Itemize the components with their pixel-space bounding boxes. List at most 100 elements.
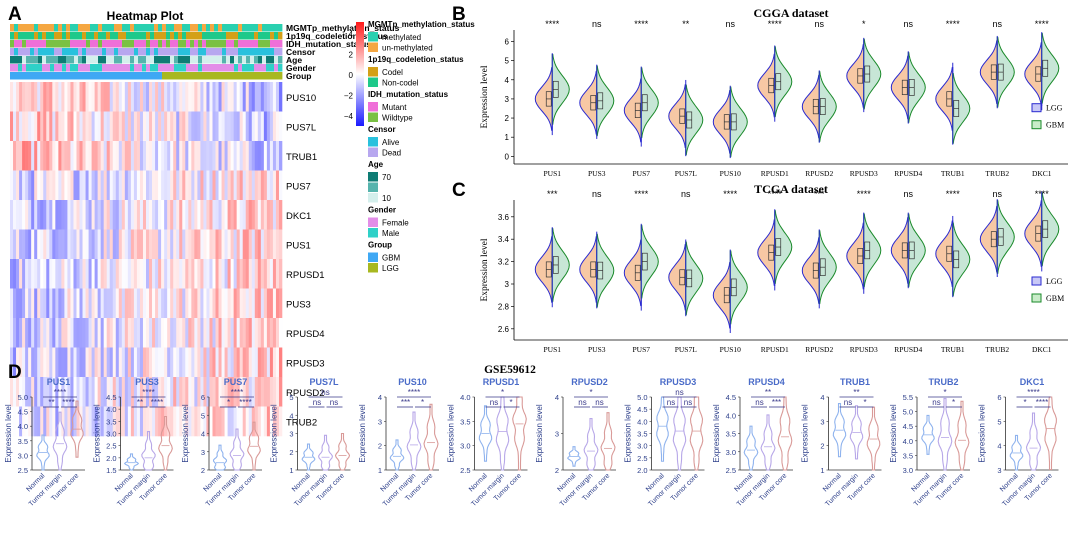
heatmap-cell xyxy=(43,170,47,201)
violin-half xyxy=(818,71,837,142)
heatmap-cell xyxy=(233,318,237,348)
heatmap-cell xyxy=(67,170,71,201)
heatmap-cell xyxy=(176,170,180,201)
annotation-cell xyxy=(70,32,75,40)
violin-half xyxy=(774,210,793,284)
annotation-cell xyxy=(182,64,187,72)
heatmap-cell xyxy=(248,111,253,142)
annotation-cell xyxy=(38,48,43,56)
heatmap-cell xyxy=(278,259,283,289)
heatmap-cell xyxy=(28,259,32,289)
heatmap-cell xyxy=(79,229,83,260)
annotation-cell xyxy=(234,24,239,32)
heatmap-cell xyxy=(269,377,274,407)
heatmap-cell xyxy=(43,406,47,437)
heatmap-cell xyxy=(28,288,32,319)
violin-pair-TRUB2 xyxy=(979,199,1015,277)
heatmap-cell xyxy=(155,406,159,437)
annotation-cell xyxy=(78,48,83,56)
heatmap-cell xyxy=(112,170,117,201)
annotation-cell xyxy=(110,40,115,48)
heatmap-cell xyxy=(173,200,177,230)
heatmap-cell xyxy=(275,141,280,171)
heatmap-cell xyxy=(200,170,204,201)
heatmap-cell xyxy=(64,170,68,201)
annotation-cell xyxy=(134,64,139,72)
heatmap-cell xyxy=(263,377,268,407)
heatmap-cell xyxy=(260,141,265,171)
x-tick-label: RPUSD3 xyxy=(850,169,878,178)
heatmap-cell xyxy=(85,288,89,319)
annotation-cell xyxy=(146,40,151,48)
heatmap-cell xyxy=(127,288,132,319)
y-tick-label: 4 xyxy=(820,393,824,402)
heatmap-cell xyxy=(254,170,259,201)
heatmap-cell xyxy=(115,111,120,142)
heatmap-cell xyxy=(16,347,20,378)
heatmap-cell xyxy=(85,200,89,230)
heatmap-cell xyxy=(149,141,153,171)
annotation-cell xyxy=(186,24,191,32)
heatmap-cell xyxy=(158,259,162,289)
heatmap-cell xyxy=(82,170,86,201)
annotation-cell xyxy=(258,24,263,32)
heatmap-cell xyxy=(118,347,123,378)
heatmap-cell xyxy=(133,347,138,378)
legend-title: Censor xyxy=(368,125,396,134)
significance-label: ns xyxy=(592,19,602,29)
heatmap-cell xyxy=(149,229,153,260)
violin-pair-RPUSD1 xyxy=(757,209,793,291)
legend-title: MGMTp_methylation_status xyxy=(368,20,475,29)
subpanel-title: DKC1 xyxy=(1020,377,1045,387)
heatmap-cell xyxy=(67,288,71,319)
annotation-cell xyxy=(214,48,219,56)
significance-top: **** xyxy=(1027,388,1039,397)
annotation-cell xyxy=(170,24,175,32)
annotation-cell xyxy=(82,72,87,80)
violin-half xyxy=(640,67,659,139)
annotation-cell xyxy=(62,48,67,56)
heatmap-cell xyxy=(191,200,195,230)
annotation-cell xyxy=(234,72,239,80)
annotation-cell xyxy=(274,40,279,48)
subpanel-title: RPUSD4 xyxy=(748,377,785,387)
heatmap-cell xyxy=(100,141,104,171)
heatmap-cell xyxy=(179,318,183,348)
annotation-cell xyxy=(122,72,127,80)
annotation-cell xyxy=(50,48,55,56)
heatmap-cell xyxy=(52,229,56,260)
legend-swatch xyxy=(368,263,378,273)
annotation-cell xyxy=(194,24,199,32)
heatmap-cell xyxy=(79,347,83,378)
heatmap-cell xyxy=(167,377,171,407)
heatmap-cell xyxy=(239,141,244,171)
significance-label: ** xyxy=(682,19,690,29)
heatmap-cell xyxy=(94,111,98,142)
violin-half xyxy=(890,55,909,120)
y-tick-label: 1 xyxy=(505,133,510,142)
heatmap-cell xyxy=(142,259,147,289)
heatmap-cell xyxy=(88,111,92,142)
heatmap-cell xyxy=(106,318,111,348)
heatmap-cell xyxy=(254,200,259,230)
violin-pair-PUS3 xyxy=(579,64,615,139)
annotation-cell xyxy=(38,40,43,48)
heatmap-cell xyxy=(164,259,168,289)
annotation-cell xyxy=(174,32,179,40)
annotation-cell xyxy=(242,32,247,40)
heatmap-cell xyxy=(61,377,65,407)
heatmap-cell xyxy=(254,111,259,142)
violin-half xyxy=(668,243,687,311)
annotation-cell xyxy=(202,40,207,48)
annotation-cell xyxy=(118,40,123,48)
annotation-cell xyxy=(142,40,147,48)
y-tick-label: 3.0 xyxy=(903,466,913,475)
heatmap-cell xyxy=(191,347,195,378)
annotation-cell xyxy=(158,40,163,48)
panel-title: GSE59612 xyxy=(484,364,536,376)
heatmap-cell xyxy=(73,141,77,171)
heatmap-cell xyxy=(227,141,231,171)
heatmap-cell xyxy=(200,377,204,407)
